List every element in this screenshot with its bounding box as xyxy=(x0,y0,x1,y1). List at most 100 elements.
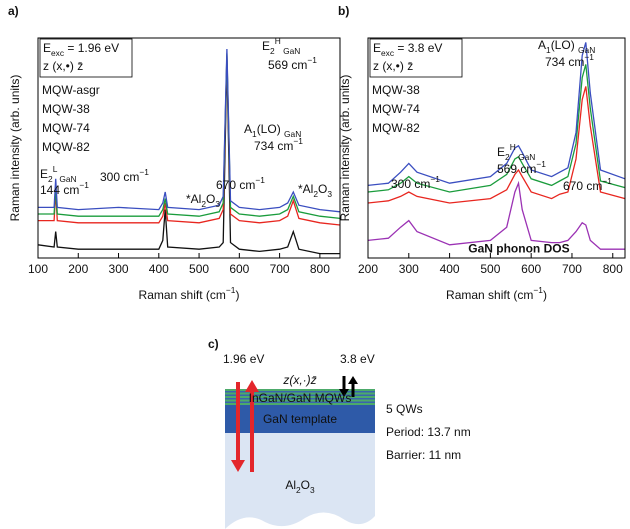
annotation: 300 cm−1 xyxy=(391,174,440,191)
text-part: = 3.8 eV xyxy=(394,41,442,55)
text-part: GaN xyxy=(516,152,536,162)
x-tick-label: 600 xyxy=(229,262,249,276)
text-part: 734 cm xyxy=(254,139,293,153)
text-part: Raman shift (cm xyxy=(139,288,226,302)
series-line xyxy=(38,55,341,226)
series-line xyxy=(37,59,340,255)
text-part: A xyxy=(538,38,546,52)
text-part: −1 xyxy=(533,285,543,295)
text-part: exc xyxy=(381,48,394,58)
series-label: GaN phonon DOS xyxy=(468,241,569,255)
text-part: 3 xyxy=(215,199,220,209)
text-part: 300 cm xyxy=(391,177,430,191)
text-part: E xyxy=(40,167,48,181)
legend-note-box xyxy=(369,38,463,78)
text-part: *Al xyxy=(298,182,313,196)
arrow-head xyxy=(348,376,358,384)
x-tick-label: 800 xyxy=(603,262,623,276)
text-part: exc xyxy=(51,48,64,58)
text-part: *Al xyxy=(186,192,201,206)
text-part: E xyxy=(497,145,505,159)
legend-note: z (x,•) z̄ xyxy=(43,59,83,73)
text-part: H xyxy=(510,142,516,152)
text-part: −1 xyxy=(226,285,236,295)
text-part: E xyxy=(43,41,51,55)
annotation: *Al2O3 xyxy=(298,182,332,199)
text-part: 2 xyxy=(270,46,275,56)
text-part: O xyxy=(301,478,310,492)
x-axis-label: Raman shift (cm−1) xyxy=(446,285,547,302)
legend-note: Eexc = 3.8 eV xyxy=(373,41,442,58)
series-line xyxy=(367,86,626,204)
series-line xyxy=(38,53,341,220)
text-part: GaN xyxy=(578,45,595,55)
text-part: 670 cm xyxy=(216,178,255,192)
layer-label: InGaN/GaN MQWs xyxy=(249,391,352,405)
arrows xyxy=(231,376,358,472)
text-part: 2 xyxy=(313,189,318,199)
annotation: E2H GaN xyxy=(262,36,300,56)
panel-label: c) xyxy=(208,337,219,351)
plot-frame xyxy=(37,37,341,259)
text-part: −1 xyxy=(602,176,612,186)
text-part: Raman shift (cm xyxy=(446,288,533,302)
excitation-label: 1.96 eV xyxy=(223,352,264,366)
text-part: 569 cm xyxy=(497,162,536,176)
annotation: 734 cm−1 xyxy=(545,52,594,69)
arrow-head xyxy=(231,460,245,472)
text-part: = 1.96 eV xyxy=(64,41,119,55)
text-part: (LO) xyxy=(257,122,284,136)
panel-label: b) xyxy=(338,4,349,18)
text-part: E xyxy=(373,41,381,55)
annotation: E2L GaN xyxy=(40,164,77,184)
text-part: 144 cm xyxy=(40,183,79,197)
text-part: 2 xyxy=(505,152,510,162)
x-tick-label: 300 xyxy=(109,262,129,276)
annotation: 734 cm−1 xyxy=(254,136,303,153)
arrow-head xyxy=(245,380,259,392)
text-part: O xyxy=(318,182,327,196)
text-part: 300 cm xyxy=(100,170,139,184)
x-tick-label: 200 xyxy=(68,262,88,276)
series-line xyxy=(367,180,625,250)
x-tick-label: 400 xyxy=(149,262,169,276)
series-line xyxy=(38,48,341,213)
text-part: 1 xyxy=(546,45,551,55)
annotation: A1(LO) GaN xyxy=(538,38,595,55)
substrate-edge xyxy=(225,512,375,529)
text-part: (LO) xyxy=(551,38,578,52)
x-tick-label: 500 xyxy=(189,262,209,276)
arrow-head xyxy=(339,389,349,397)
annotation: E2H GaN xyxy=(497,142,535,162)
legend-entry: MQW-82 xyxy=(42,140,90,154)
text-part: −1 xyxy=(430,174,440,184)
text-part: 2 xyxy=(296,485,301,495)
x-tick-label: 700 xyxy=(562,262,582,276)
annotation: 144 cm−1 xyxy=(40,180,89,197)
text-part: ) xyxy=(235,288,239,302)
annotation: A1(LO) GaN xyxy=(244,122,301,139)
text-part: 734 cm xyxy=(545,55,584,69)
annotation: 670 cm−1 xyxy=(216,175,265,192)
annotation: 670 cm−1 xyxy=(563,176,612,193)
text-part: ) xyxy=(543,288,547,302)
x-tick-label: 700 xyxy=(270,262,290,276)
text-part: 2 xyxy=(201,199,206,209)
spec-label: Barrier: 11 nm xyxy=(386,448,461,462)
text-part: A xyxy=(244,122,252,136)
text-part: −1 xyxy=(293,136,303,146)
x-tick-label: 500 xyxy=(480,262,500,276)
plot-frame xyxy=(367,37,626,259)
text-part: Al xyxy=(285,478,296,492)
legend-note-box xyxy=(39,38,133,78)
legend-entry: MQW-74 xyxy=(372,102,420,116)
text-part: −1 xyxy=(139,167,149,177)
text-part: E xyxy=(262,39,270,53)
text-part: H xyxy=(275,36,281,46)
legend-entry: MQW-82 xyxy=(372,121,420,135)
text-part: 569 cm xyxy=(268,58,307,72)
series-line xyxy=(367,64,626,193)
annotation: *Al2O3 xyxy=(186,192,220,209)
text-part: −1 xyxy=(536,159,546,169)
text-part: 3 xyxy=(310,485,315,495)
